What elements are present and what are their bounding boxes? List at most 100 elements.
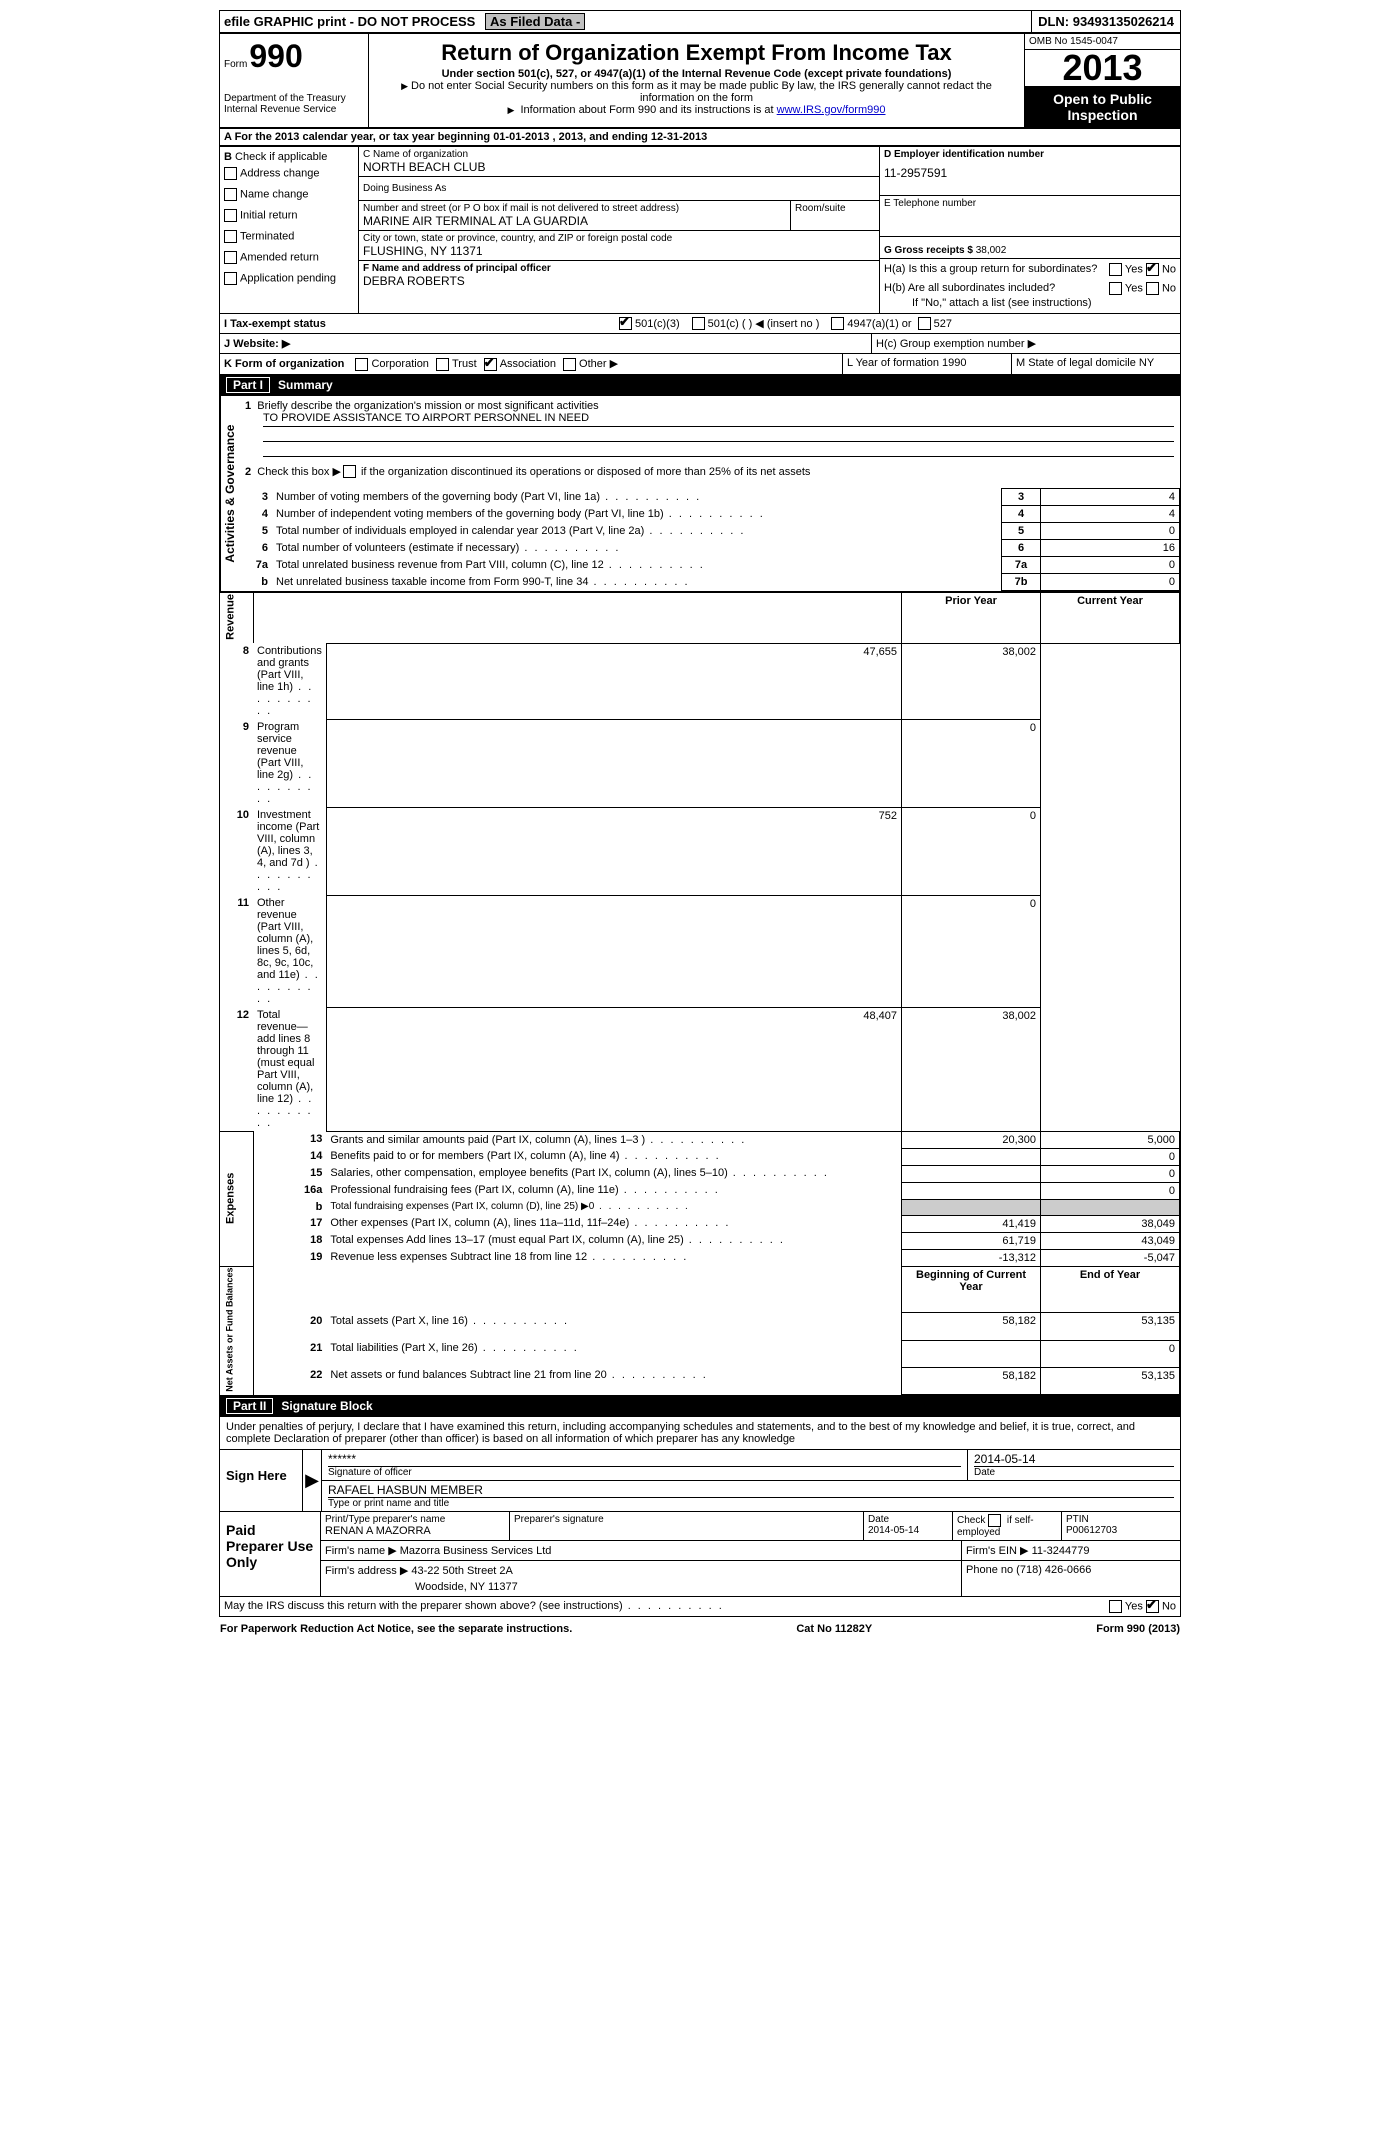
irs-link[interactable]: www.IRS.gov/form990 <box>777 104 886 116</box>
ptin-value: P00612703 <box>1066 1525 1176 1536</box>
side-revenue: Revenue <box>220 592 253 643</box>
header-note-2: Information about Form 990 and its instr… <box>520 104 776 116</box>
city-value: FLUSHING, NY 11371 <box>363 244 875 258</box>
prep-name: RENAN A MAZORRA <box>325 1525 505 1537</box>
discuss-no[interactable] <box>1146 1600 1159 1613</box>
dln-label: DLN: <box>1038 14 1069 29</box>
room-label: Room/suite <box>790 201 879 230</box>
check-app-pending[interactable] <box>224 272 237 285</box>
mission-blank2 <box>263 442 1174 457</box>
check-amended[interactable] <box>224 251 237 264</box>
hb-no-label: No <box>1162 282 1176 294</box>
check-501c[interactable] <box>692 317 705 330</box>
discuss-yes[interactable] <box>1109 1600 1122 1613</box>
hb-yes[interactable] <box>1109 282 1122 295</box>
dln-value: 93493135026214 <box>1073 14 1174 29</box>
dept-line1: Department of the Treasury <box>224 93 364 104</box>
box-b-check-label: Check if applicable <box>235 151 327 163</box>
line2-label: Check this box ▶ if the organization dis… <box>257 466 810 478</box>
part1-header: Part I Summary <box>220 374 1180 396</box>
sign-arrow-icon: ▶ <box>303 1450 322 1511</box>
hc-label: H(c) Group exemption number ▶ <box>871 334 1180 353</box>
label-corp: Corporation <box>371 358 428 370</box>
check-other[interactable] <box>563 358 576 371</box>
check-corp[interactable] <box>355 358 368 371</box>
check-discontinued[interactable] <box>343 465 356 478</box>
officer-label: Type or print name and title <box>328 1498 1174 1509</box>
street-value: MARINE AIR TERMINAL AT LA GUARDIA <box>363 214 786 228</box>
check-4947[interactable] <box>831 317 844 330</box>
gov-table: 3Number of voting members of the governi… <box>239 488 1180 591</box>
ha-yes[interactable] <box>1109 263 1122 276</box>
check-address-change[interactable] <box>224 167 237 180</box>
firm-addr2: Woodside, NY 11377 <box>415 1581 957 1593</box>
label-initial-return: Initial return <box>240 209 297 221</box>
check-initial-return[interactable] <box>224 209 237 222</box>
part2-header: Part II Signature Block <box>220 1395 1180 1417</box>
hb-yes-label: Yes <box>1125 282 1143 294</box>
line1-label: Briefly describe the organization's miss… <box>257 400 598 412</box>
mission-text: TO PROVIDE ASSISTANCE TO AIRPORT PERSONN… <box>263 412 1174 427</box>
discuss-label: May the IRS discuss this return with the… <box>224 1600 1109 1613</box>
box-f-label: F Name and address of principal officer <box>363 263 551 274</box>
discuss-yes-label: Yes <box>1125 1601 1143 1613</box>
col-prior-year: Prior Year <box>902 592 1041 643</box>
date-label: Date <box>974 1466 1174 1478</box>
line-k-label: K Form of organization <box>224 358 344 370</box>
firm-addr-label: Firm's address ▶ <box>325 1565 408 1577</box>
footer-form: Form 990 (2013) <box>1096 1623 1180 1635</box>
form-number: 990 <box>249 38 302 75</box>
check-527[interactable] <box>918 317 931 330</box>
org-name: NORTH BEACH CLUB <box>363 160 875 174</box>
open-public-2: Inspection <box>1031 107 1174 123</box>
box-b-label: B <box>224 151 232 163</box>
line-m: M State of legal domicile NY <box>1011 354 1180 374</box>
label-501c3: 501(c)(3) <box>635 318 680 330</box>
line-j: J Website: ▶ <box>224 338 290 350</box>
part2-label: Part II <box>226 1398 273 1414</box>
efile-notice: efile GRAPHIC print - DO NOT PROCESS <box>224 14 475 29</box>
paid-preparer-label: Paid Preparer Use Only <box>220 1512 321 1596</box>
open-public-1: Open to Public <box>1031 91 1174 107</box>
label-other: Other ▶ <box>579 358 618 370</box>
firm-ein: 11-3244779 <box>1032 1545 1090 1557</box>
check-self-employed[interactable] <box>988 1514 1001 1527</box>
col-current-year: Current Year <box>1041 592 1180 643</box>
check-name-change[interactable] <box>224 188 237 201</box>
check-trust[interactable] <box>436 358 449 371</box>
check-assoc[interactable] <box>484 358 497 371</box>
ha-no[interactable] <box>1146 263 1159 276</box>
tax-year: 2013 <box>1025 50 1180 86</box>
check-501c3[interactable] <box>619 317 632 330</box>
box-d-label: D Employer identification number <box>884 149 1044 160</box>
dba-label: Doing Business As <box>359 177 879 201</box>
box-b: B Check if applicable Address change Nam… <box>220 147 359 313</box>
prep-sig-label: Preparer's signature <box>510 1512 864 1540</box>
side-activities-governance: Activities & Governance <box>220 396 239 592</box>
ha-no-label: No <box>1162 263 1176 275</box>
footer-pra: For Paperwork Reduction Act Notice, see … <box>220 1623 572 1635</box>
financial-table: Revenue Prior Year Current Year 8Contrib… <box>220 591 1180 1395</box>
box-g-label: G Gross receipts $ <box>884 245 973 256</box>
hb-label: H(b) Are all subordinates included? <box>884 282 1109 295</box>
prep-date: 2014-05-14 <box>868 1525 948 1536</box>
topbar: efile GRAPHIC print - DO NOT PROCESS As … <box>220 11 1180 32</box>
check-terminated[interactable] <box>224 230 237 243</box>
label-trust: Trust <box>452 358 477 370</box>
label-501c: 501(c) ( ) ◀ (insert no ) <box>708 317 820 330</box>
label-527: 527 <box>934 318 952 330</box>
form-title: Return of Organization Exempt From Incom… <box>375 36 1018 68</box>
ptin-label: PTIN <box>1066 1514 1176 1525</box>
discuss-no-label: No <box>1162 1601 1176 1613</box>
sig-date: 2014-05-14 <box>974 1452 1174 1466</box>
officer-name: DEBRA ROBERTS <box>363 274 875 288</box>
label-terminated: Terminated <box>240 230 294 242</box>
form-label: Form <box>224 59 247 70</box>
label-name-change: Name change <box>240 188 309 200</box>
gross-receipts: 38,002 <box>976 245 1007 256</box>
line-i-label: I Tax-exempt status <box>224 318 619 330</box>
prep-name-label: Print/Type preparer's name <box>325 1514 505 1525</box>
perjury-text: Under penalties of perjury, I declare th… <box>220 1417 1180 1449</box>
hb-no[interactable] <box>1146 282 1159 295</box>
line-a: A For the 2013 calendar year, or tax yea… <box>220 129 1180 146</box>
